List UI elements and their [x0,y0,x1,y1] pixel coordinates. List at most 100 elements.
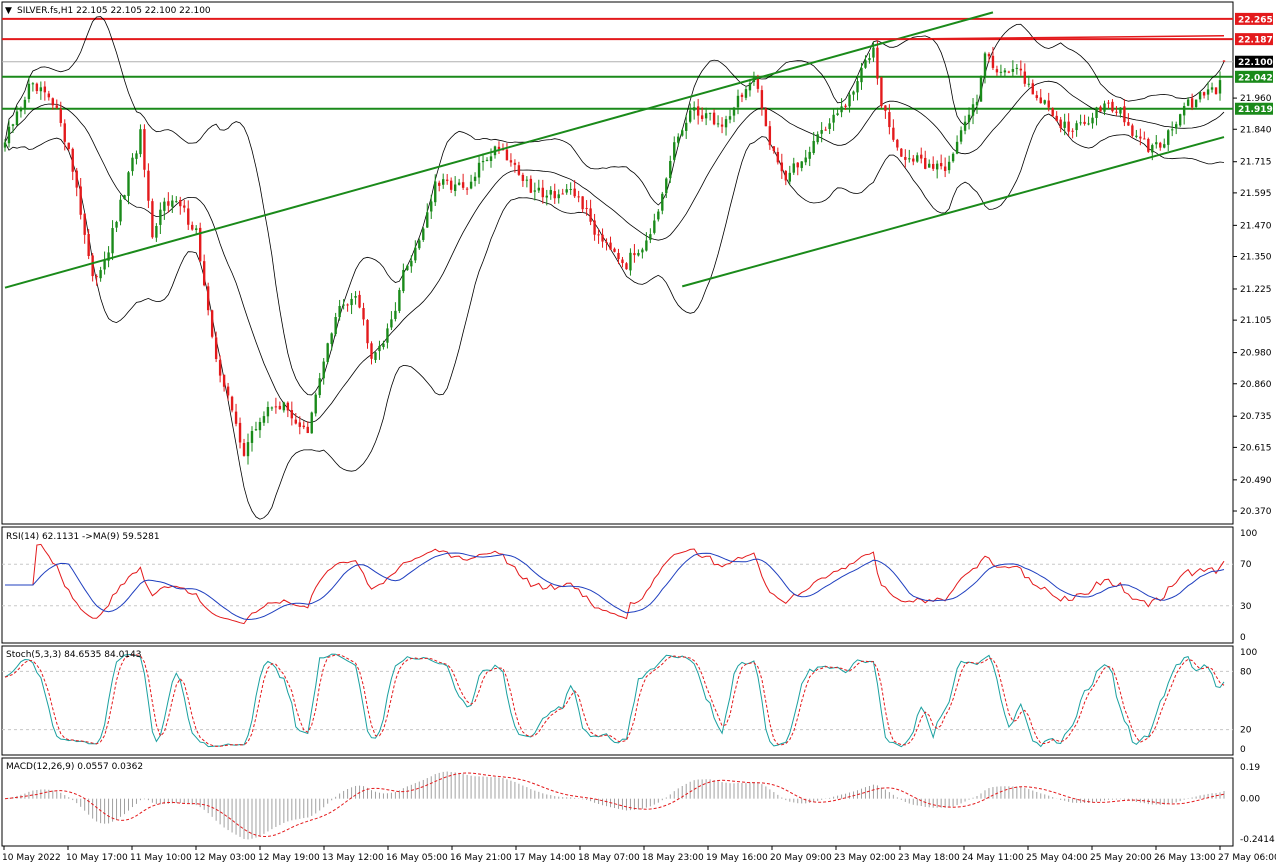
candle [103,251,106,275]
candle [334,312,337,337]
header-arrow-icon[interactable]: ▼ [5,6,12,16]
candle [183,199,186,213]
price-label: 21.919 [1238,105,1273,115]
candle [35,82,39,95]
candle-body [1115,111,1118,113]
candle-body [577,196,580,198]
candle [422,227,425,242]
candle-body [788,172,791,182]
candle [1175,121,1178,135]
candle [999,64,1003,77]
candle [242,438,246,457]
candle-body [453,184,457,191]
candle [868,53,871,64]
candle [151,198,154,239]
candle-body [768,126,772,146]
candle-body [71,148,74,172]
rsi-scale-label: 70 [1240,560,1252,570]
candle [1127,113,1130,126]
candle-body [386,328,389,343]
candle [856,75,859,101]
candle [27,76,31,103]
candle-body [1167,130,1170,145]
candle-body [226,386,230,396]
candle [414,240,417,264]
x-tick-label: 25 May 20:00 [1090,853,1152,863]
x-tick-label: 16 May 21:00 [450,853,512,863]
candle-body [780,162,784,172]
candle-body [645,240,648,251]
y-tick-label: 20.860 [1240,380,1272,390]
candle [187,200,190,231]
candle [609,236,612,250]
y-tick-label: 21.715 [1240,158,1272,168]
candle [549,186,552,200]
candle [1047,92,1050,112]
candle-body [489,156,493,161]
chart-header-title: SILVER.fs,H1 22.105 22.105 22.100 22.100 [17,6,211,16]
candle [1198,91,1202,103]
candle-body [31,83,35,85]
candle [406,264,409,271]
candle [947,155,951,174]
candle [975,94,979,114]
candle [318,372,321,398]
candle-body [1059,119,1062,129]
candle-body [418,240,421,249]
candle [939,154,943,170]
candle [270,406,274,411]
candle [1003,68,1007,77]
candle [589,199,592,226]
bollinger-lower-band [4,113,1225,520]
candle-body [796,162,799,168]
candle [673,136,676,162]
candle [39,81,43,100]
candle-body [147,170,150,201]
candle [67,142,70,151]
candle [908,149,911,163]
candle [87,228,90,260]
candle [434,174,437,206]
candle [91,252,94,282]
candle [171,195,174,213]
y-tick-label: 21.105 [1240,316,1272,326]
candle [163,197,166,220]
x-tick-label: 10 May 2022 [2,853,61,863]
candle [1035,90,1038,101]
candle [1099,105,1102,112]
candle [692,101,696,120]
candle-body [896,139,899,148]
candle [657,208,660,222]
candle [860,62,863,90]
candle-body [561,193,564,195]
y-tick-label: 21.225 [1240,285,1272,295]
candle-body [1159,142,1162,148]
candle [139,124,142,158]
candle-body [657,211,660,220]
candle [465,186,469,195]
rsi-label: RSI(14) 62.1131 ->MA(9) 59.5281 [6,532,160,542]
candle-body [820,130,823,134]
candle-body [1067,121,1070,132]
x-tick-label: 23 May 02:00 [834,853,896,863]
candle [724,115,728,136]
candle-body [318,378,321,396]
candle [326,342,329,364]
candle [370,341,373,365]
candle [1083,114,1086,126]
candle-body [11,124,15,126]
candle-body [864,60,867,68]
candle-body [51,98,54,106]
candle-body [1135,135,1138,137]
bollinger-middle-band [4,80,1225,423]
x-tick-label: 18 May 07:00 [578,853,640,863]
candle-body [900,148,903,157]
price-label-box [1235,70,1273,83]
candle-body [685,122,688,131]
candle [322,358,325,385]
candle [804,149,807,166]
candle-body [637,252,640,256]
candle [11,123,15,133]
candle-body [1175,124,1178,129]
